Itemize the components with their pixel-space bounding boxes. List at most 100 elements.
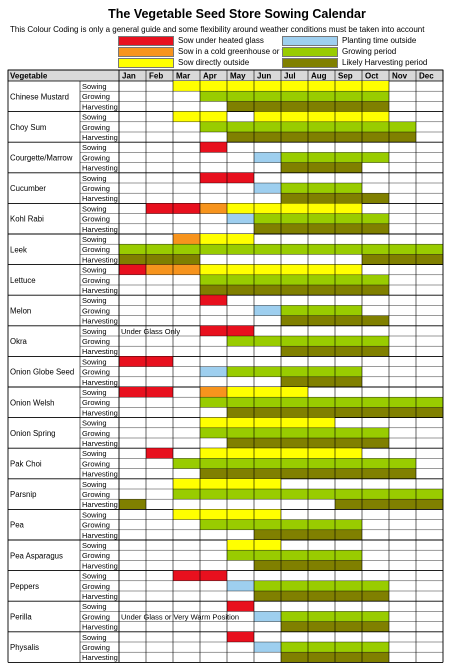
calendar-cell — [281, 611, 308, 622]
calendar-cell — [362, 489, 389, 500]
legend-swatch — [118, 47, 174, 57]
calendar-cell — [335, 152, 362, 163]
calendar-cell — [281, 213, 308, 224]
calendar-cell — [335, 448, 362, 459]
row-label-sowing: Sowing — [82, 480, 107, 489]
calendar-cell — [227, 407, 254, 418]
calendar-cell — [362, 397, 389, 408]
calendar-cell — [227, 438, 254, 449]
calendar-cell — [254, 407, 281, 418]
calendar-cell — [200, 387, 227, 398]
vegetable-name: Kohl Rabi — [10, 215, 44, 224]
calendar-cell — [335, 376, 362, 387]
vegetable-name: Pea — [10, 521, 25, 530]
calendar-cell — [308, 152, 335, 163]
row-label-sowing: Sowing — [82, 419, 107, 428]
calendar-cell — [200, 397, 227, 408]
calendar-cell — [308, 213, 335, 224]
calendar-cell — [308, 121, 335, 132]
calendar-cell — [389, 121, 416, 132]
calendar-cell — [281, 274, 308, 285]
legend-swatch — [282, 47, 338, 57]
calendar-cell — [254, 560, 281, 571]
calendar-cell — [308, 193, 335, 204]
calendar-cell — [389, 499, 416, 510]
calendar-cell — [281, 305, 308, 316]
calendar-cell — [254, 101, 281, 112]
vegetable-name: Okra — [10, 337, 28, 346]
calendar-cell — [362, 244, 389, 255]
calendar-cell — [308, 468, 335, 479]
calendar-cell — [281, 397, 308, 408]
page-title: The Vegetable Seed Store Sowing Calendar — [108, 7, 366, 21]
row-label-growing: Growing — [82, 551, 110, 560]
page-subtitle: This Colour Coding is only a general gui… — [10, 25, 425, 34]
row-label-growing: Growing — [82, 306, 110, 315]
row-label-harvesting: Harvesting — [82, 347, 118, 356]
vegetable-name: Onion Spring — [10, 429, 56, 438]
calendar-cell — [173, 244, 200, 255]
calendar-cell — [308, 621, 335, 632]
row-label-sowing: Sowing — [82, 388, 107, 397]
calendar-cell — [362, 213, 389, 224]
calendar-cell — [308, 223, 335, 234]
calendar-cell — [227, 366, 254, 377]
calendar-cell — [146, 244, 173, 255]
calendar-cell — [281, 223, 308, 234]
calendar-cell — [119, 254, 146, 265]
row-label-harvesting: Harvesting — [82, 286, 118, 295]
calendar-cell — [254, 591, 281, 602]
calendar-cell — [254, 264, 281, 275]
calendar-cell — [146, 254, 173, 265]
calendar-cell — [281, 121, 308, 132]
calendar-cell — [308, 101, 335, 112]
calendar-cell — [389, 132, 416, 143]
calendar-cell — [281, 407, 308, 418]
header-month-mar: Mar — [176, 72, 190, 81]
header-month-apr: Apr — [203, 72, 217, 81]
calendar-cell — [308, 642, 335, 653]
header-month-dec: Dec — [419, 72, 434, 81]
row-label-sowing: Sowing — [82, 235, 107, 244]
calendar-cell — [254, 642, 281, 653]
calendar-cell — [389, 407, 416, 418]
row-label-growing: Growing — [82, 612, 110, 621]
calendar-cell — [281, 152, 308, 163]
calendar-cell — [173, 81, 200, 92]
row-label-sowing: Sowing — [82, 357, 107, 366]
calendar-cell — [281, 448, 308, 459]
calendar-cell — [200, 81, 227, 92]
calendar-cell — [173, 478, 200, 489]
calendar-cell — [227, 580, 254, 591]
row-label-harvesting: Harvesting — [82, 133, 118, 142]
calendar-cell — [362, 652, 389, 663]
calendar-cell — [254, 580, 281, 591]
calendar-cell — [227, 285, 254, 296]
calendar-cell — [335, 91, 362, 102]
calendar-cell — [362, 468, 389, 479]
calendar-cell — [362, 499, 389, 510]
calendar-cell — [281, 621, 308, 632]
calendar-cell — [281, 162, 308, 173]
legend-swatch — [118, 36, 174, 46]
header-month-sep: Sep — [338, 72, 353, 81]
calendar-cell — [254, 305, 281, 316]
calendar-cell — [227, 540, 254, 551]
calendar-cell — [335, 81, 362, 92]
vegetable-name: Lettuce — [10, 276, 36, 285]
calendar-cell — [281, 417, 308, 428]
calendar-cell — [254, 448, 281, 459]
calendar-cell — [416, 244, 443, 255]
row-label-harvesting: Harvesting — [82, 439, 118, 448]
row-label-growing: Growing — [82, 92, 110, 101]
calendar-cell — [281, 244, 308, 255]
calendar-cell — [308, 244, 335, 255]
calendar-cell — [308, 336, 335, 347]
calendar-cell — [200, 448, 227, 459]
